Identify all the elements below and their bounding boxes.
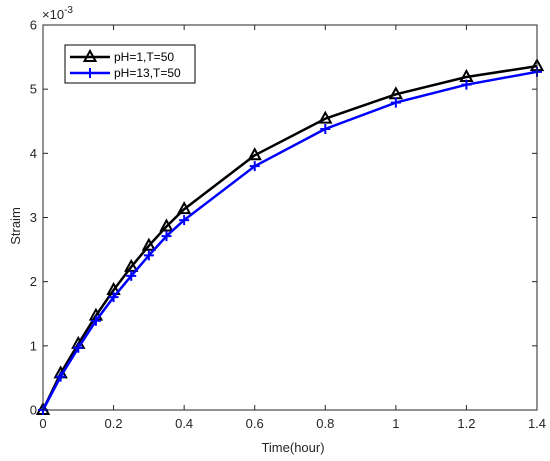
y-tick-label: 3 <box>30 210 37 225</box>
plot-background <box>43 25 537 410</box>
x-tick-label: 0 <box>39 416 46 431</box>
x-tick-label: 0.8 <box>316 416 334 431</box>
x-tick-label: 0.4 <box>175 416 193 431</box>
data-point-plus <box>390 97 401 108</box>
y-tick-label: 5 <box>30 82 37 97</box>
y-axis-label: Straim <box>8 207 23 245</box>
y-tick-label: 1 <box>30 338 37 353</box>
data-point-triangle <box>247 147 262 161</box>
x-tick-label: 0.2 <box>105 416 123 431</box>
data-point-plus <box>90 315 101 326</box>
series-line-1 <box>41 64 538 411</box>
legend-marker-plus <box>85 68 95 78</box>
x-tick-label: 0.6 <box>246 416 264 431</box>
data-point-plus <box>249 161 260 172</box>
plot-area <box>43 25 537 410</box>
y-tick-label: 4 <box>30 146 37 161</box>
x-tick-label: 1 <box>392 416 399 431</box>
data-point-triangle <box>159 218 174 232</box>
data-point-plus <box>320 123 331 134</box>
data-point-plus <box>143 250 154 261</box>
y-exponent-label: ×10-3 <box>42 5 73 22</box>
legend-label-series-1: pH=1,T=50 <box>114 50 174 64</box>
legend-box <box>64 44 196 84</box>
data-point-plus <box>461 79 472 90</box>
ticks-layer: 0 0.2 0.4 0.6 0.8 1 1.2 1.4 0 1 2 3 4 5 6 <box>30 18 546 432</box>
x-tick-label: 1.4 <box>528 416 546 431</box>
legend: pH=1,T=50 pH=13,T=50 <box>64 44 196 84</box>
y-tick-label: 2 <box>30 274 37 289</box>
data-point-plus <box>73 342 84 353</box>
y-tick-label: 0 <box>30 403 37 418</box>
data-point-plus <box>161 231 172 242</box>
x-axis-label: Time(hour) <box>261 440 324 455</box>
data-point-plus <box>55 371 66 382</box>
data-point-plus <box>108 292 119 303</box>
data-point-plus <box>179 215 190 226</box>
data-point-plus <box>126 270 137 281</box>
series-layer <box>35 57 545 415</box>
legend-marker-triangle <box>82 48 98 62</box>
data-point-triangle <box>318 110 333 124</box>
series-line-2 <box>41 70 538 411</box>
legend-label-series-2: pH=13,T=50 <box>114 66 181 80</box>
data-point-triangle <box>141 237 157 251</box>
data-point-triangle <box>176 201 192 215</box>
x-tick-label: 1.2 <box>457 416 475 431</box>
y-tick-label: 6 <box>30 18 37 33</box>
